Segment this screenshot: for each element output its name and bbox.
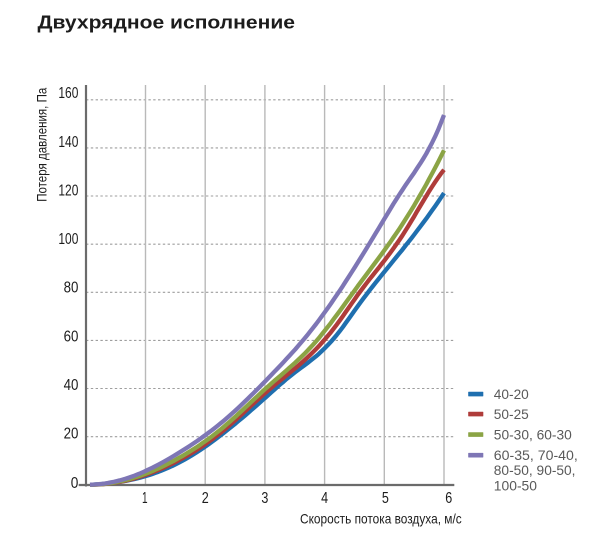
svg-text:60-35, 70-40,: 60-35, 70-40,	[494, 448, 578, 463]
svg-text:100-50: 100-50	[494, 479, 537, 494]
svg-text:140: 140	[58, 134, 78, 151]
svg-text:Потеря давления, Па: Потеря давления, Па	[34, 88, 50, 202]
svg-text:50-30, 60-30: 50-30, 60-30	[494, 427, 572, 442]
svg-text:80-50, 90-50,: 80-50, 90-50,	[494, 463, 576, 478]
svg-text:3: 3	[261, 490, 268, 507]
svg-text:4: 4	[321, 490, 328, 507]
svg-text:0: 0	[71, 475, 79, 492]
svg-text:160: 160	[58, 85, 78, 102]
svg-text:Двухрядное исполнение: Двухрядное исполнение	[38, 12, 296, 32]
svg-text:20: 20	[64, 426, 79, 443]
svg-text:120: 120	[58, 183, 78, 200]
svg-text:2: 2	[202, 490, 209, 507]
svg-text:50-25: 50-25	[494, 407, 529, 422]
svg-text:40: 40	[64, 377, 79, 394]
svg-text:1: 1	[142, 490, 148, 507]
svg-text:40-20: 40-20	[494, 387, 529, 402]
svg-text:80: 80	[64, 280, 79, 297]
svg-text:60: 60	[64, 328, 79, 345]
svg-text:Скорость потока воздуха, м/с: Скорость потока воздуха, м/с	[300, 511, 462, 527]
svg-text:100: 100	[58, 231, 78, 248]
svg-text:5: 5	[382, 490, 389, 507]
svg-text:6: 6	[445, 490, 452, 507]
